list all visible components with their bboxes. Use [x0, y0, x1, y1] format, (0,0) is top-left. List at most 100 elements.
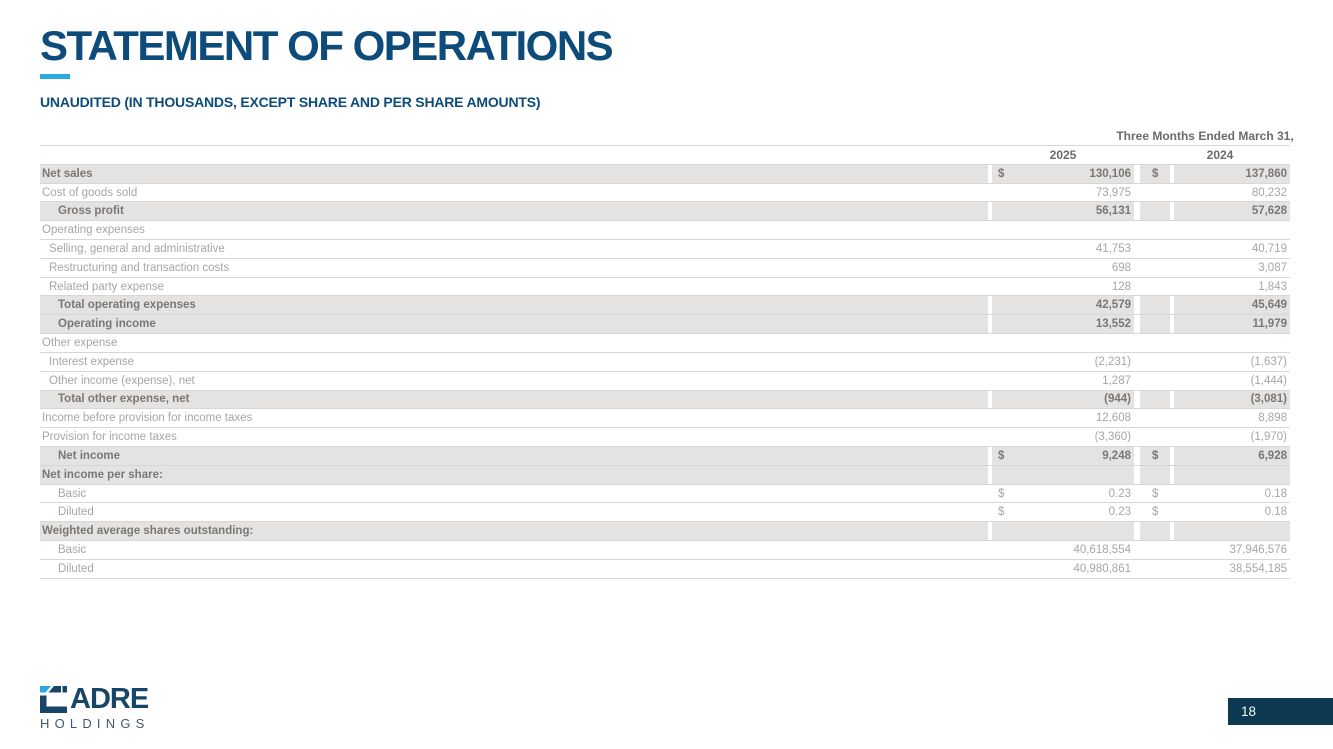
currency-symbol-2025 — [992, 428, 1016, 446]
currency-symbol-2024 — [1140, 428, 1170, 446]
table-row: Provision for income taxes (3,360) (1,97… — [40, 428, 1290, 447]
value-2024: 40,719 — [1251, 242, 1287, 255]
table-row: Other income (expense), net 1,287 (1,444… — [40, 372, 1290, 391]
currency-symbol-2024 — [1140, 372, 1170, 390]
value-2025: 56,131 — [1016, 202, 1134, 221]
currency-symbol-2025: $ — [998, 506, 1005, 519]
value-2025: 128 — [1111, 280, 1131, 293]
value-2024: 8,898 — [1258, 412, 1287, 425]
column-gap — [1170, 296, 1174, 315]
currency-symbol-2024 — [1140, 541, 1170, 559]
value-2025: 698 — [1111, 261, 1131, 274]
page-subtitle: UNAUDITED (IN THOUSANDS, EXCEPT SHARE AN… — [40, 94, 541, 110]
currency-symbol-2024 — [1140, 296, 1170, 315]
value-2025: 130,106 — [1016, 164, 1134, 183]
row-label: Other income (expense), net — [49, 374, 195, 387]
column-gap — [988, 446, 992, 465]
period-header: Three Months Ended March 31, — [1116, 129, 1294, 143]
value-2024 — [1174, 334, 1290, 352]
brand-name: ADRE — [70, 683, 149, 715]
column-gap — [1134, 296, 1140, 315]
row-label: Other expense — [42, 337, 118, 350]
column-gap — [988, 465, 992, 484]
value-2024: 1,843 — [1258, 280, 1287, 293]
title-accent-bar — [40, 74, 70, 79]
currency-symbol-2024 — [1140, 202, 1170, 221]
value-2024: 137,860 — [1174, 164, 1290, 183]
column-gap — [1170, 164, 1174, 183]
currency-symbol-2024: $ — [1152, 487, 1159, 500]
column-gap — [988, 164, 992, 183]
value-2025: (2,231) — [1094, 355, 1131, 368]
column-gap — [1170, 446, 1174, 465]
table-row: Selling, general and administrative 41,7… — [40, 240, 1290, 259]
row-label: Selling, general and administrative — [49, 242, 225, 255]
value-2024 — [1174, 221, 1290, 239]
currency-symbol-2024 — [1140, 465, 1170, 484]
currency-symbol-2025 — [992, 259, 1016, 277]
currency-symbol-2025 — [992, 560, 1016, 578]
value-2025: 40,980,861 — [1073, 562, 1131, 575]
currency-symbol-2025 — [992, 465, 1016, 484]
currency-symbol-2024 — [1140, 560, 1170, 578]
currency-symbol-2025 — [992, 240, 1016, 258]
value-2024 — [1174, 465, 1290, 484]
row-label: Cost of goods sold — [42, 186, 138, 199]
currency-symbol-2025 — [992, 221, 1016, 239]
table-row: Restructuring and transaction costs 698 … — [40, 259, 1290, 278]
value-2025: 0.23 — [1108, 506, 1131, 519]
currency-symbol-2025 — [992, 541, 1016, 559]
currency-symbol-2025 — [992, 184, 1016, 202]
currency-symbol-2025 — [992, 390, 1016, 409]
row-label: Total operating expenses — [40, 296, 988, 315]
value-2025 — [1016, 334, 1134, 352]
currency-symbol-2024 — [1140, 522, 1170, 541]
value-2025: 13,552 — [1016, 315, 1134, 334]
currency-symbol-2025 — [992, 372, 1016, 390]
cadre-c-mark-icon — [40, 686, 67, 718]
row-label: Diluted — [58, 506, 94, 519]
row-label: Basic — [58, 487, 87, 500]
currency-symbol-2025: $ — [992, 446, 1016, 465]
currency-symbol-2025 — [992, 278, 1016, 296]
table-row: Operating income 13,552 11,979 — [40, 315, 1290, 335]
column-gap — [988, 315, 992, 334]
column-gap — [988, 522, 992, 541]
value-2025: 73,975 — [1095, 186, 1131, 199]
value-2025: 42,579 — [1016, 296, 1134, 315]
column-gap — [1134, 315, 1140, 334]
currency-symbol-2024: $ — [1152, 506, 1159, 519]
table-body: Net sales $ 130,106 $ 137,860 Cost of go… — [40, 164, 1290, 579]
column-gap — [1170, 465, 1174, 484]
column-gap — [1170, 390, 1174, 409]
row-label: Provision for income taxes — [42, 431, 177, 444]
table-row: Total other expense, net (944) (3,081) — [40, 390, 1290, 410]
column-gap — [1170, 315, 1174, 334]
value-2024: 57,628 — [1174, 202, 1290, 221]
column-gap — [988, 390, 992, 409]
table-row: Operating expenses — [40, 221, 1290, 241]
value-2025 — [1016, 465, 1134, 484]
column-gap — [1170, 202, 1174, 221]
value-2024: (1,970) — [1250, 431, 1287, 444]
page-number: 18 — [1241, 704, 1257, 719]
row-label: Weighted average shares outstanding: — [40, 522, 988, 541]
row-label: Net income per share: — [40, 465, 988, 484]
column-gap — [1134, 390, 1140, 409]
value-2025: 0.23 — [1108, 487, 1131, 500]
column-gap — [1134, 164, 1140, 183]
row-label: Total other expense, net — [40, 390, 988, 409]
row-label: Net sales — [40, 164, 988, 183]
column-gap — [1134, 446, 1140, 465]
row-label: Related party expense — [49, 280, 165, 293]
currency-symbol-2025 — [992, 296, 1016, 315]
table-row: Income before provision for income taxes… — [40, 409, 1290, 429]
column-gap — [1134, 202, 1140, 221]
value-2024: (1,637) — [1250, 355, 1287, 368]
table-row: Other expense — [40, 334, 1290, 353]
row-label: Restructuring and transaction costs — [49, 261, 230, 274]
brand-subtitle: HOLDINGS — [40, 716, 150, 731]
table-row: Net income $ 9,248 $ 6,928 — [40, 446, 1290, 466]
value-2024 — [1174, 522, 1290, 541]
